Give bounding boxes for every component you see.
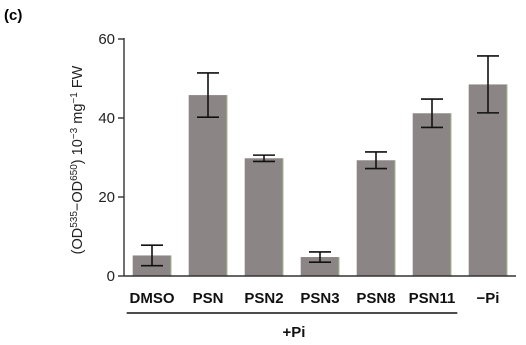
- y-tick-label-2: 40: [98, 110, 115, 127]
- error-bars-group: [141, 55, 499, 267]
- bar-6: [468, 84, 508, 276]
- category-label-5: PSN11: [409, 290, 456, 307]
- bar-1: [188, 95, 228, 276]
- y-tick-label-0: 0: [107, 268, 115, 285]
- category-label-6: −Pi: [477, 290, 500, 307]
- category-label-4: PSN8: [356, 290, 395, 307]
- category-labels-group: DMSO PSN PSN2 PSN3 PSN8 PSN11 −Pi: [130, 290, 500, 307]
- y-tick-label-3: 60: [98, 31, 115, 48]
- bar-4: [356, 160, 396, 276]
- category-label-2: PSN2: [244, 290, 283, 307]
- y-axis-label: (OD535−OD650) 10−3 mg−1 FW: [69, 65, 87, 254]
- bar-2: [244, 158, 284, 276]
- bars-group: [132, 84, 508, 276]
- category-label-1: PSN: [193, 290, 224, 307]
- category-label-0: DMSO: [130, 290, 175, 307]
- y-tick-label-1: 20: [98, 189, 115, 206]
- panel-label: (c): [4, 7, 23, 24]
- group-label: +Pi: [283, 324, 306, 341]
- category-label-3: PSN3: [300, 290, 339, 307]
- bar-5: [412, 113, 452, 276]
- group-annotation: +Pi: [126, 312, 458, 341]
- axes-group: 0 20 40 60: [98, 31, 516, 285]
